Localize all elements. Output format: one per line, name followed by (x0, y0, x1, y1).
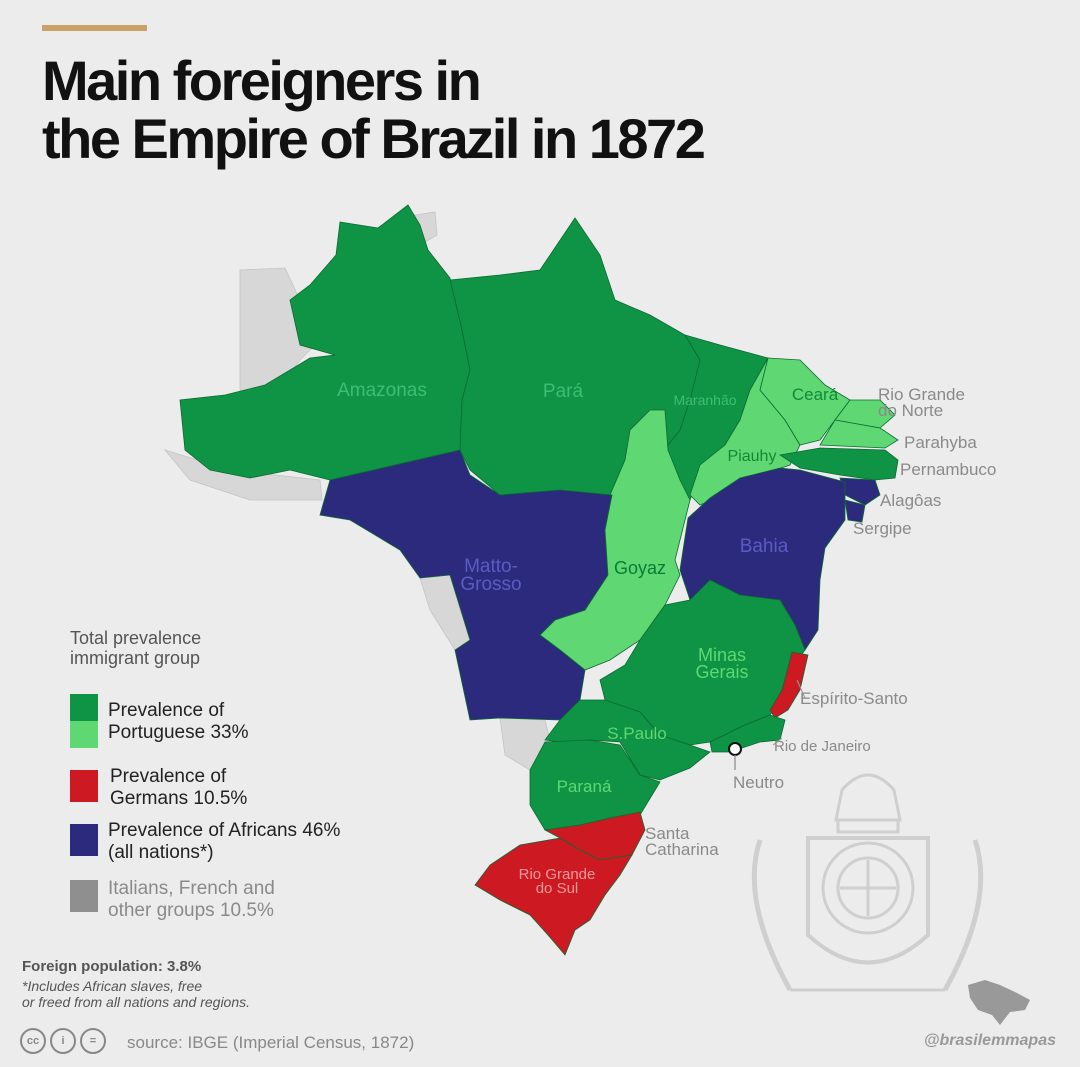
legend-label-line: (all nations*) (108, 842, 214, 863)
cc-icon: cc (20, 1028, 46, 1054)
map-label-parahyba: Parahyba (904, 433, 977, 452)
map-label-line: Matto- (464, 556, 518, 577)
region-espirito_santo[interactable] (769, 651, 809, 719)
map-label-line: Santa (645, 824, 690, 843)
map-label-line: do Norte (878, 401, 943, 420)
map-label-line: Rio Grande (519, 866, 596, 883)
region-neutro[interactable] (728, 742, 742, 756)
accent-bar (42, 25, 147, 31)
map-label-line: Goyaz (614, 558, 666, 578)
map-label-line: Sergipe (853, 519, 912, 538)
legend-swatch-germans (70, 770, 98, 802)
title-line-2: the Empire of Brazil in 1872 (42, 107, 706, 170)
foreign-population: Foreign population: 3.8% (22, 958, 202, 975)
imperial-coat-of-arms-icon (751, 773, 984, 992)
map-label-line: Pernambuco (900, 460, 996, 479)
provinces (179, 204, 899, 956)
legend-swatch-portuguese-light (70, 721, 98, 748)
region-pernambuco[interactable] (778, 447, 899, 481)
map-label-line: Catharina (645, 840, 719, 859)
legend-label-line: Germans 10.5% (110, 788, 248, 809)
legend-swatch-portuguese-dark (70, 694, 98, 721)
footnote-line: or freed from all nations and regions. (22, 994, 251, 1010)
map-label-line: Bahia (740, 536, 789, 557)
legend-swatch-others (70, 880, 98, 912)
source-text: source: IBGE (Imperial Census, 1872) (127, 1033, 415, 1052)
legend-label-line: Prevalence of (110, 766, 227, 787)
map-label-rio-de-janeiro: Rio de Janeiro (774, 738, 871, 755)
map-label-line: Minas (698, 645, 746, 665)
legend-label-line: other groups 10.5% (108, 900, 274, 921)
map-label-line: Rio de Janeiro (774, 738, 871, 755)
map-label-goyaz: Goyaz (614, 558, 666, 578)
map-label-rio-grande-do-norte: Rio Grande do Norte (878, 385, 965, 420)
map-label-parana: Paraná (557, 777, 612, 796)
legend-label: Prevalence of Germans 10.5% (110, 766, 410, 810)
legend-title-line: Total prevalence (70, 628, 202, 648)
legend-label-line: Portuguese 33% (108, 722, 249, 743)
leader-lines (772, 679, 806, 746)
map-label-santa-catharina: Santa Catharina (645, 824, 719, 859)
region-ceara[interactable] (759, 357, 851, 446)
region-rio_grande_do_norte[interactable] (834, 399, 896, 429)
map-label-line: Gerais (695, 662, 748, 682)
author-handle: @brasilemmapas (923, 1032, 1056, 1049)
region-rio_grande_do_sul[interactable] (474, 837, 633, 956)
map-label-maranhao: Maranhão (673, 392, 736, 408)
region-amazonas[interactable] (179, 204, 471, 481)
map-label-piauhy: Piauhy (728, 448, 777, 465)
legend-label: Italians, French and other groups 10.5% (108, 878, 408, 922)
map-label-espirito-santo: Espírito-Santo (800, 689, 908, 708)
nd-icon: = (80, 1028, 106, 1054)
license-badges: cc i = (20, 1028, 106, 1054)
legend-label-line: Prevalence of (108, 700, 225, 721)
map-label-line: Parahyba (904, 433, 977, 452)
legend-label-line: Italians, French and (108, 878, 275, 899)
map-label-line: Rio Grande (878, 385, 965, 404)
map-label-line: Amazonas (337, 380, 427, 401)
map-label-line: Alagôas (880, 491, 941, 510)
legend-label: Prevalence of Africans 46% (all nations*… (108, 820, 408, 864)
map-label-ceara: Ceará (792, 385, 839, 404)
map-label-sao-paulo: S.Paulo (607, 724, 667, 743)
map-label-matto-grosso: Matto-Grosso (460, 556, 521, 595)
legend-title: Total prevalence immigrant group (70, 628, 330, 668)
map-labels: Amazonas Pará Maranhão Ceará Piauhy Rio Grand… (337, 380, 996, 897)
map-label-neutro: Neutro (733, 773, 784, 792)
map-label-line: Maranhão (673, 392, 736, 408)
by-icon: i (50, 1028, 76, 1054)
legend-label: Prevalence of Portuguese 33% (108, 700, 408, 744)
legend-swatch-africans (70, 824, 98, 856)
map-label-line: Espírito-Santo (800, 689, 908, 708)
region-parahyba[interactable] (819, 419, 899, 449)
map-label-rio-grande-do-sul: Rio Grande do Sul (519, 866, 596, 897)
map-label-line: Grosso (460, 574, 521, 595)
footnote-line: *Includes African slaves, free (22, 978, 203, 994)
map-label-bahia: Bahia (740, 536, 789, 557)
map-label-alagoas: Alagôas (880, 491, 941, 510)
legend-title-line: immigrant group (70, 648, 201, 668)
region-sao_paulo[interactable] (544, 699, 711, 781)
footnote: *Includes African slaves, free or freed … (22, 978, 250, 1010)
map-label-line: Neutro (733, 773, 784, 792)
map-label-line: S.Paulo (607, 724, 667, 743)
map-label-line: Paraná (557, 777, 612, 796)
map-label-minas-gerais: Minas Gerais (695, 645, 748, 682)
map-label-pernambuco: Pernambuco (900, 460, 996, 479)
title-line-1: Main foreigners in (42, 49, 482, 112)
region-sergipe[interactable] (844, 499, 866, 523)
map-label-line: Ceará (792, 385, 839, 404)
map-label-sergipe: Sergipe (853, 519, 912, 538)
footer-notes: Foreign population: 3.8% *Includes Afric… (22, 958, 250, 1010)
map-label-amazonas: Amazonas (337, 380, 427, 401)
map-label-line: Piauhy (728, 448, 777, 465)
legend-label-line: Prevalence of Africans 46% (108, 820, 341, 841)
map-label-line: Pará (543, 381, 584, 402)
page-title: Main foreigners in the Empire of Brazil … (42, 49, 706, 170)
map-label-para: Pará (543, 381, 584, 402)
brazil-silhouette-icon (968, 980, 1030, 1025)
map-label-line: do Sul (536, 880, 579, 897)
